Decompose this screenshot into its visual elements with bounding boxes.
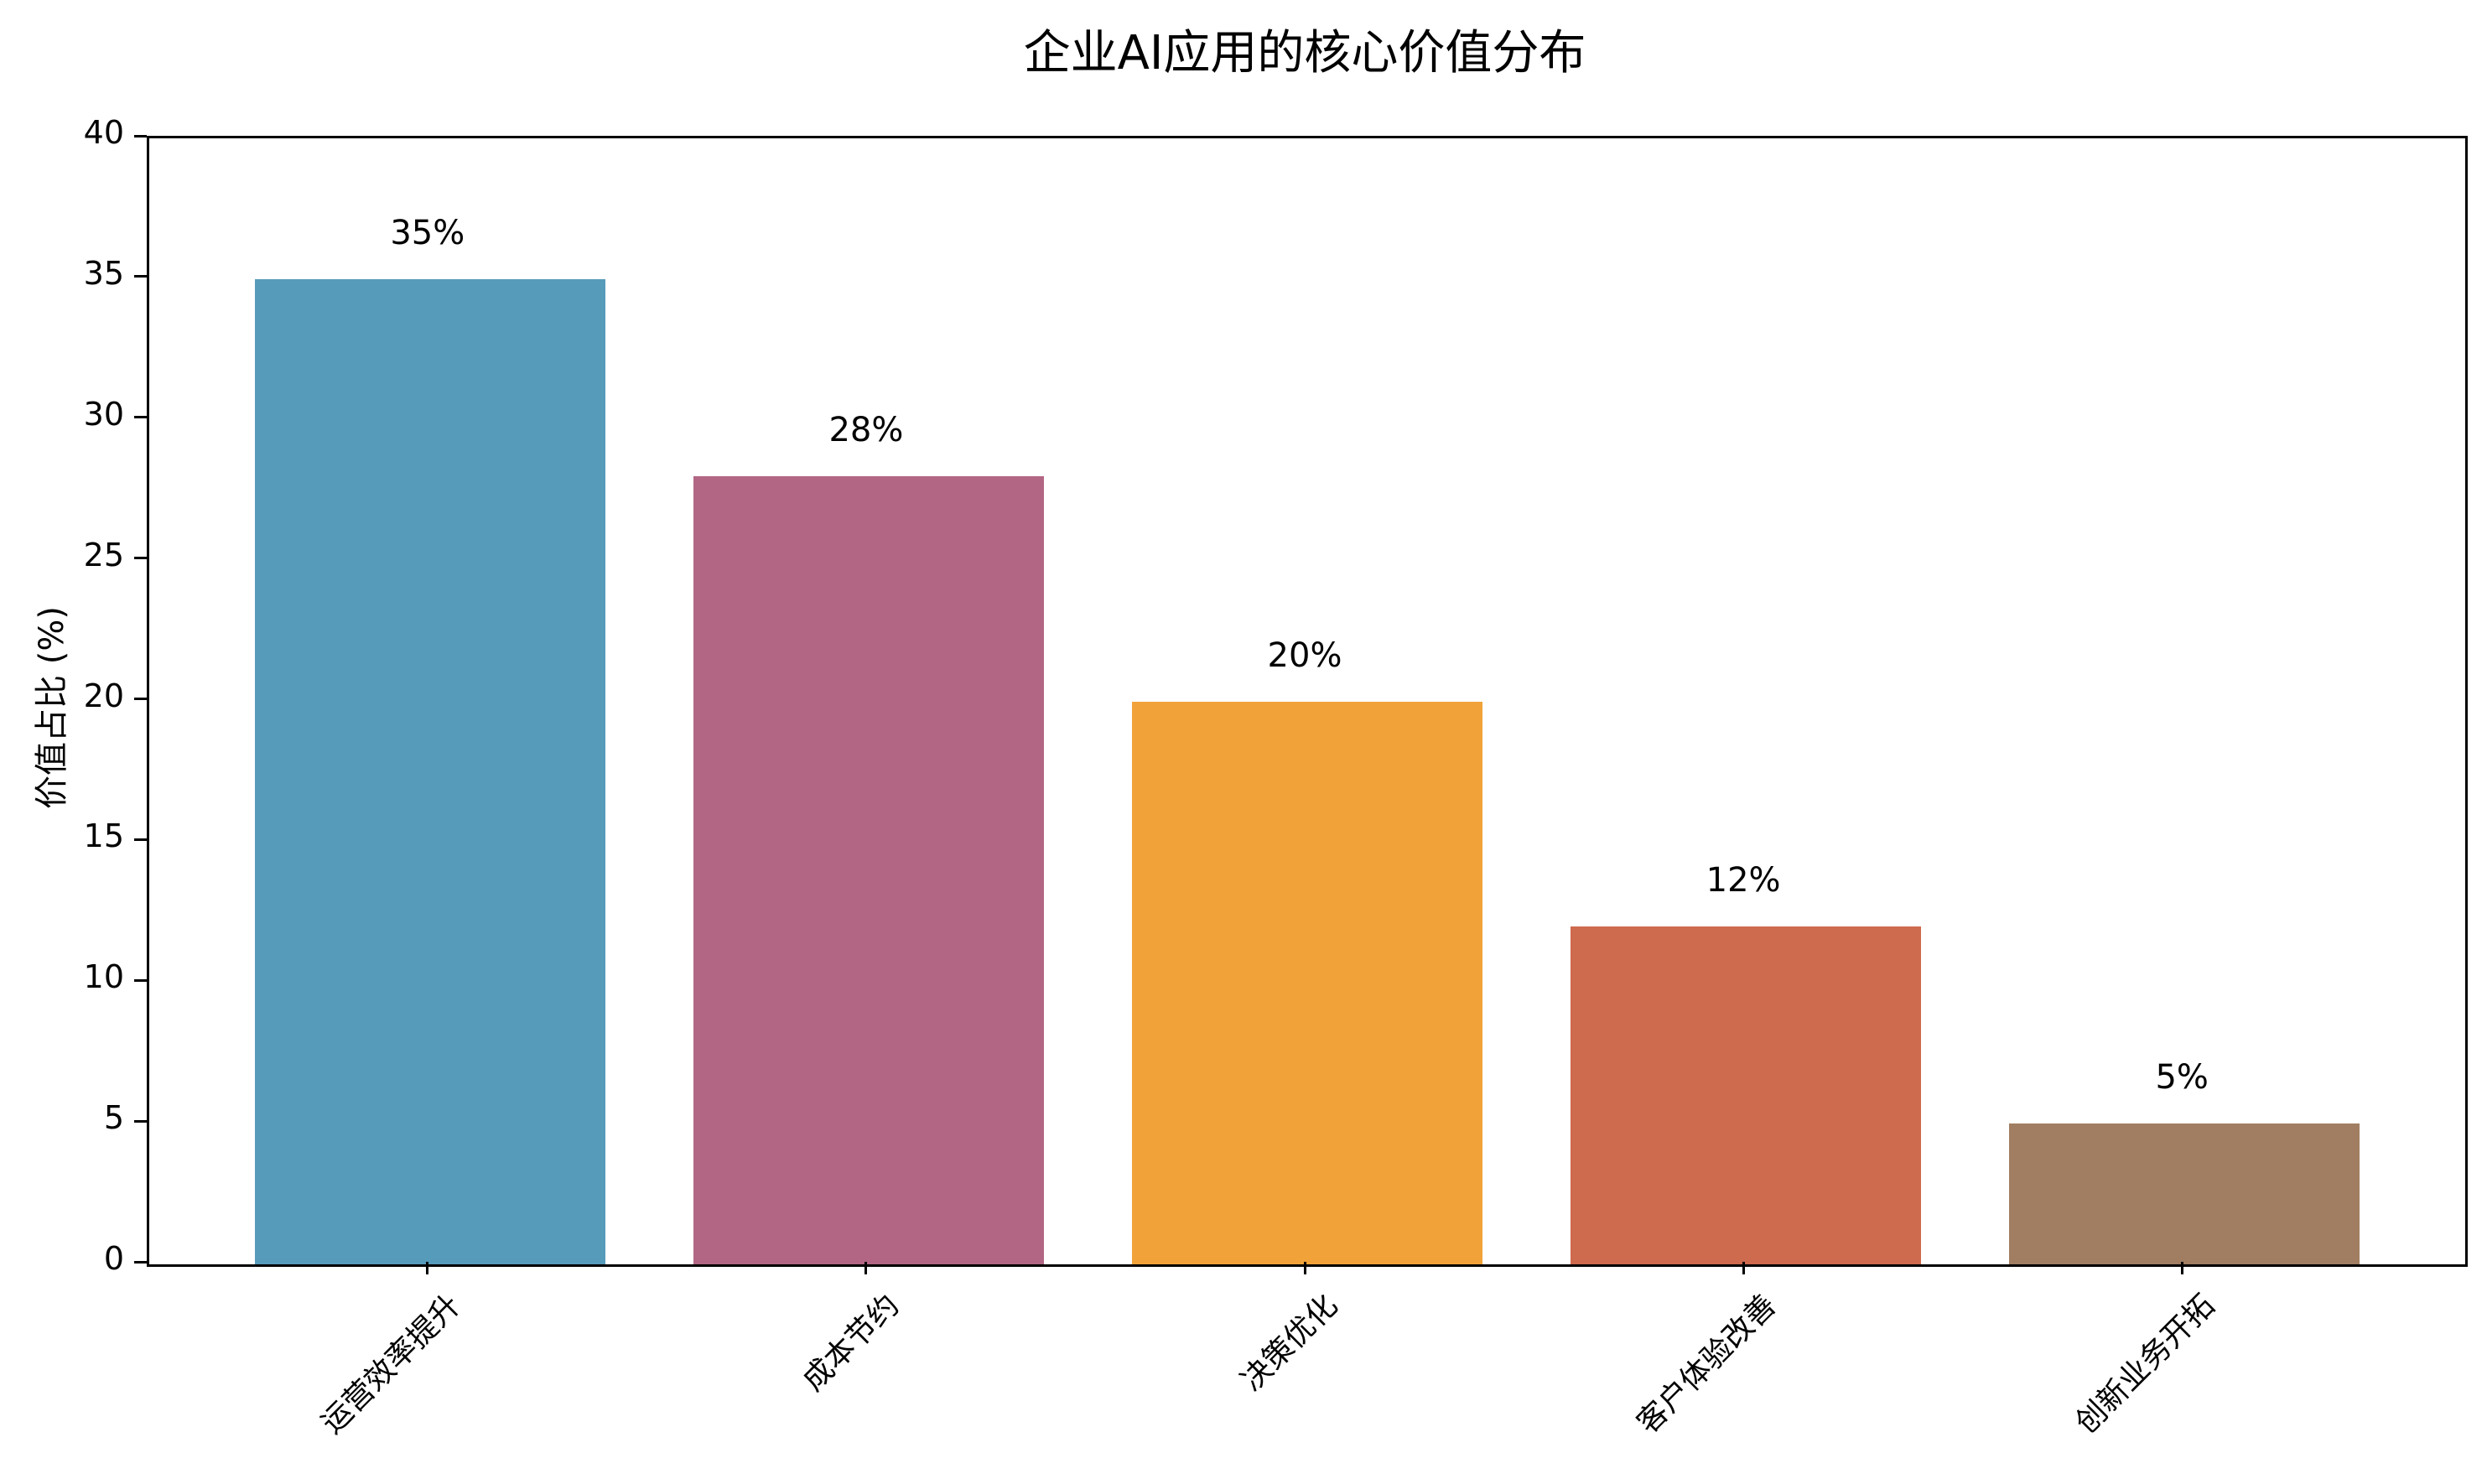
- x-tick-mark: [2180, 1262, 2183, 1274]
- y-tick-mark: [134, 698, 147, 700]
- x-tick-label: 运营效率提升: [314, 1288, 468, 1441]
- x-tick-label: 客户体验改善: [1630, 1288, 1783, 1441]
- bar: [693, 475, 1045, 1264]
- bar-value-label: 12%: [1706, 861, 1781, 900]
- bar: [1131, 701, 1483, 1264]
- y-tick-label: 25: [83, 536, 124, 573]
- bar-value-label: 20%: [1267, 636, 1342, 675]
- y-tick-label: 10: [83, 958, 124, 996]
- x-tick-mark: [1303, 1262, 1306, 1274]
- y-tick-mark: [134, 134, 147, 138]
- y-tick-label: 20: [83, 677, 124, 714]
- chart-title: 企业AI应用的核心价值分布: [1023, 26, 1586, 80]
- plot-area: [147, 136, 2468, 1267]
- bar: [2008, 1123, 2360, 1264]
- x-tick-mark: [1742, 1262, 1745, 1274]
- y-tick-mark: [134, 1260, 147, 1263]
- y-tick-label: 15: [83, 817, 124, 855]
- y-tick-mark: [134, 838, 147, 841]
- bar-value-label: 28%: [828, 410, 904, 449]
- x-tick-mark: [426, 1262, 429, 1274]
- x-tick-mark: [864, 1262, 868, 1274]
- y-tick-mark: [134, 1119, 147, 1123]
- y-tick-mark: [134, 416, 147, 419]
- y-tick-label: 40: [83, 114, 124, 151]
- y-tick-mark: [134, 978, 147, 982]
- y-tick-label: 35: [83, 254, 124, 292]
- x-tick-label: 创新业务开拓: [2069, 1288, 2222, 1441]
- bar: [254, 278, 606, 1264]
- x-tick-label: 决策优化: [1234, 1288, 1345, 1398]
- x-tick-label: 成本节约: [796, 1288, 906, 1398]
- bar-value-label: 35%: [390, 213, 465, 252]
- y-tick-mark: [134, 557, 147, 560]
- y-tick-label: 5: [103, 1099, 124, 1137]
- bar: [1570, 926, 1922, 1264]
- y-tick-label: 0: [103, 1240, 124, 1277]
- bar-value-label: 5%: [2155, 1058, 2209, 1097]
- y-tick-mark: [134, 275, 147, 278]
- y-tick-label: 30: [83, 395, 124, 433]
